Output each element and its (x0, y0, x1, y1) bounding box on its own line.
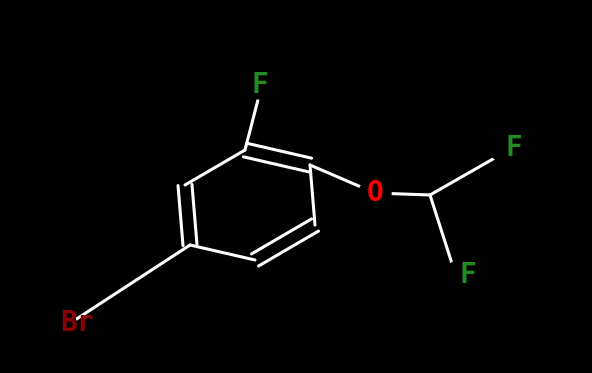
Ellipse shape (489, 134, 521, 162)
Text: F: F (460, 261, 477, 289)
Text: O: O (366, 179, 384, 207)
Ellipse shape (244, 71, 276, 99)
Ellipse shape (444, 261, 476, 289)
Ellipse shape (44, 309, 76, 337)
Text: F: F (252, 71, 268, 99)
Ellipse shape (359, 179, 391, 207)
Text: F: F (505, 134, 522, 162)
Text: Br: Br (60, 309, 94, 337)
